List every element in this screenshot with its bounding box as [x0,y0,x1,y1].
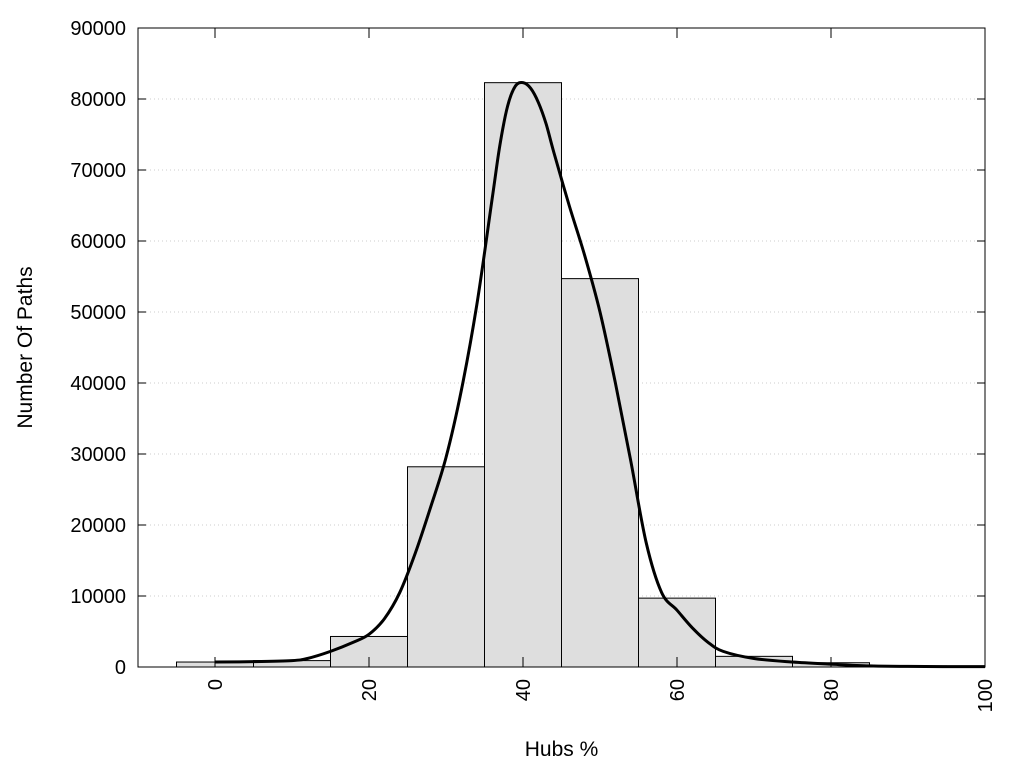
y-tick-label: 30000 [70,444,126,466]
histogram-bar [484,82,562,668]
y-tick-label: 60000 [70,231,126,253]
y-tick-label: 50000 [70,302,126,324]
x-tick-label: 40 [513,679,535,701]
x-tick-label: 60 [667,679,689,701]
density-curve [214,81,986,669]
plot-frame [137,27,986,668]
x-axis-label: Hubs % [525,738,599,761]
x-tick-label: 20 [359,679,381,701]
y-tick-label: 80000 [70,89,126,111]
y-tick-label: 0 [115,657,126,679]
y-tick-label: 20000 [70,515,126,537]
x-tick-label: 0 [205,679,227,690]
x-tick-label: 80 [821,679,843,701]
y-tick-label: 90000 [70,18,126,40]
ticks-layer: 0 10000 20000 30000 40000 50000 60000 70000 8000… [70,18,997,712]
y-tick-label: 40000 [70,373,126,395]
y-tick-label: 70000 [70,160,126,182]
y-tick-label: 10000 [70,586,126,608]
x-tick-label: 100 [975,679,997,712]
curve-layer [214,81,986,669]
histogram-bar [561,278,639,668]
bars-layer [176,82,947,668]
y-axis-label: Number Of Paths [14,266,37,428]
histogram-bar [407,466,485,668]
